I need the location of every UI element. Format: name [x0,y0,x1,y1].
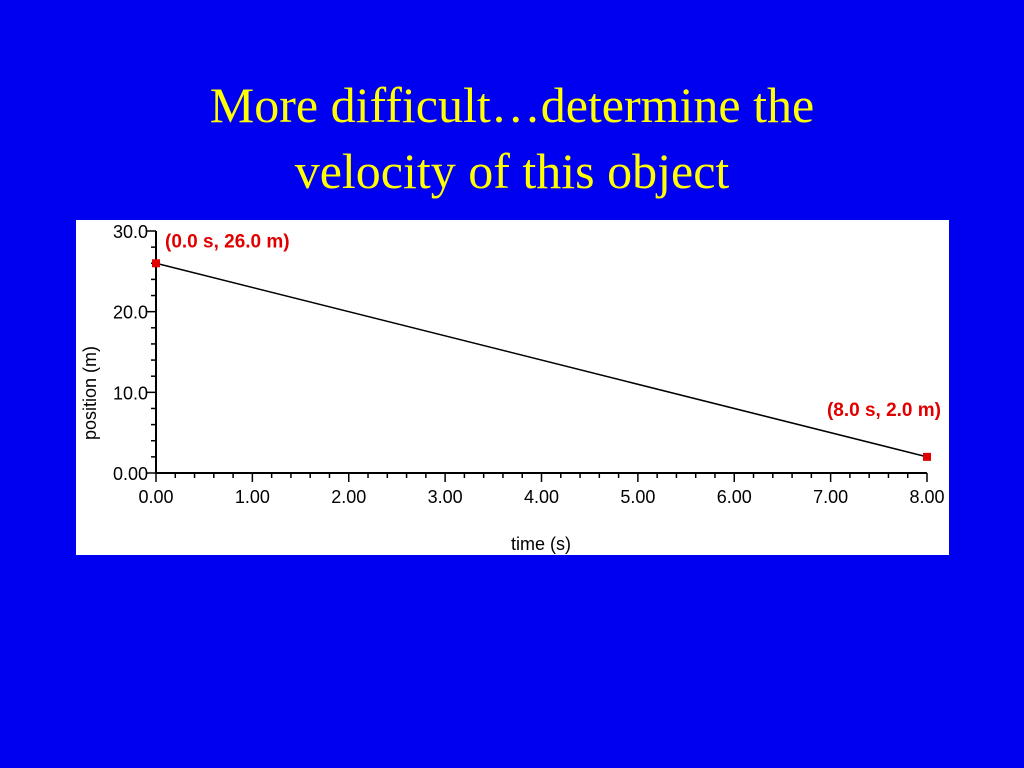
x-tick-label: 6.00 [717,487,752,507]
x-tick-label: 3.00 [428,487,463,507]
x-tick-label: 4.00 [524,487,559,507]
points-layer: (0.0 s, 26.0 m) (8.0 s, 2.0 m) [152,231,941,461]
data-point-label: (0.0 s, 26.0 m) [165,231,290,252]
x-tick-label: 5.00 [620,487,655,507]
y-tick-label: 10.0 [113,383,148,403]
y-axis-label: position (m) [80,346,100,440]
tick-marks [147,230,928,482]
series-line [155,262,928,458]
data-point-marker [923,452,931,461]
tick-labels: 0.00 1.00 2.00 3.00 4.00 5.00 6.00 7.00 8.00 0.00… [113,222,945,507]
x-tick-label: 1.00 [235,487,270,507]
position-time-chart: 0.00 1.00 2.00 3.00 4.00 5.00 6.00 7.00 8.00 0.00… [76,220,949,555]
y-tick-label: 0.00 [113,464,148,484]
axes [155,231,927,474]
x-tick-label: 7.00 [813,487,848,507]
series-layer [155,262,928,458]
y-tick-label: 20.0 [113,303,148,323]
data-point-label: (8.0 s, 2.0 m) [827,400,941,421]
slide-title: More difficult…determine the velocity of… [62,72,962,204]
x-axis-label: time (s) [511,534,571,554]
chart-svg: 0.00 1.00 2.00 3.00 4.00 5.00 6.00 7.00 8.00 0.00… [80,222,945,554]
x-tick-label: 0.00 [138,487,173,507]
y-tick-label: 30.0 [113,222,148,242]
slide-title-line-1: More difficult…determine the [209,77,815,133]
x-tick-label: 2.00 [331,487,366,507]
data-point-marker [152,259,160,268]
slide-title-line-2: velocity of this object [294,143,730,199]
x-tick-label: 8.00 [909,487,944,507]
